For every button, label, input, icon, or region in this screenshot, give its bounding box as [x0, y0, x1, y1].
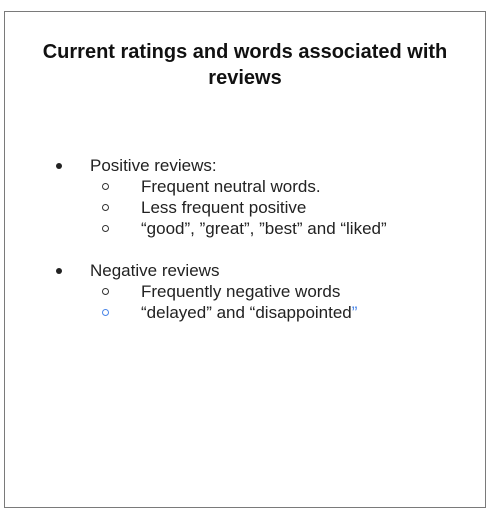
hollow-circle-icon	[102, 288, 109, 295]
slide: Current ratings and words associated wit…	[4, 11, 486, 508]
sub-bullet-text: Less frequent positive	[141, 198, 307, 217]
closing-quote: ”	[351, 303, 358, 322]
bullet-label: Negative reviews	[90, 261, 220, 280]
sub-bullet-text: Frequently negative words	[141, 282, 341, 301]
sub-bullet-list: Frequently negative words “delayed” and …	[90, 281, 485, 323]
sub-bullet-item: “delayed” and “disappointed”	[89, 302, 485, 323]
bullet-label: Positive reviews:	[90, 156, 217, 175]
bullet-list: Positive reviews: Frequent neutral words…	[5, 155, 485, 323]
hollow-circle-icon	[102, 183, 109, 190]
hollow-circle-icon	[102, 309, 109, 316]
sub-bullet-text: Frequent neutral words.	[141, 177, 321, 196]
sub-bullet-list: Frequent neutral words. Less frequent po…	[90, 176, 485, 239]
sub-bullet-text: “delayed” and “disappointed	[141, 303, 352, 322]
bullet-dot-icon	[56, 163, 62, 169]
bullet-negative-reviews: Negative reviews Frequently negative wor…	[5, 260, 485, 323]
sub-bullet-item: Frequently negative words	[89, 281, 485, 302]
slide-title: Current ratings and words associated wit…	[42, 41, 448, 89]
sub-bullet-item: Frequent neutral words.	[89, 176, 485, 197]
sub-bullet-item: “good”, ”great”, ”best” and “liked”	[89, 218, 485, 239]
hollow-circle-icon	[102, 225, 109, 232]
sub-bullet-item: Less frequent positive	[89, 197, 485, 218]
sub-bullet-text: “good”, ”great”, ”best” and “liked”	[141, 219, 387, 238]
bullet-positive-reviews: Positive reviews: Frequent neutral words…	[5, 155, 485, 239]
bullet-dot-icon	[56, 268, 62, 274]
hollow-circle-icon	[102, 204, 109, 211]
